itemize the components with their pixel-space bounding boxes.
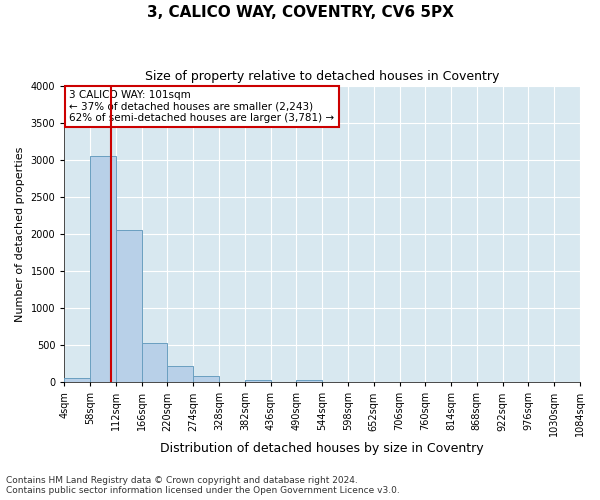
X-axis label: Distribution of detached houses by size in Coventry: Distribution of detached houses by size … [160,442,484,455]
Bar [193,376,219,382]
Bar [296,380,322,382]
Bar [245,380,271,382]
Bar [167,366,193,382]
Title: Size of property relative to detached houses in Coventry: Size of property relative to detached ho… [145,70,499,83]
Bar [116,230,142,382]
Bar [90,156,116,382]
Bar [64,378,90,382]
Y-axis label: Number of detached properties: Number of detached properties [15,146,25,322]
Bar [142,343,167,382]
Text: 3, CALICO WAY, COVENTRY, CV6 5PX: 3, CALICO WAY, COVENTRY, CV6 5PX [146,5,454,20]
Text: Contains HM Land Registry data © Crown copyright and database right 2024.
Contai: Contains HM Land Registry data © Crown c… [6,476,400,495]
Text: 3 CALICO WAY: 101sqm
← 37% of detached houses are smaller (2,243)
62% of semi-de: 3 CALICO WAY: 101sqm ← 37% of detached h… [70,90,335,123]
